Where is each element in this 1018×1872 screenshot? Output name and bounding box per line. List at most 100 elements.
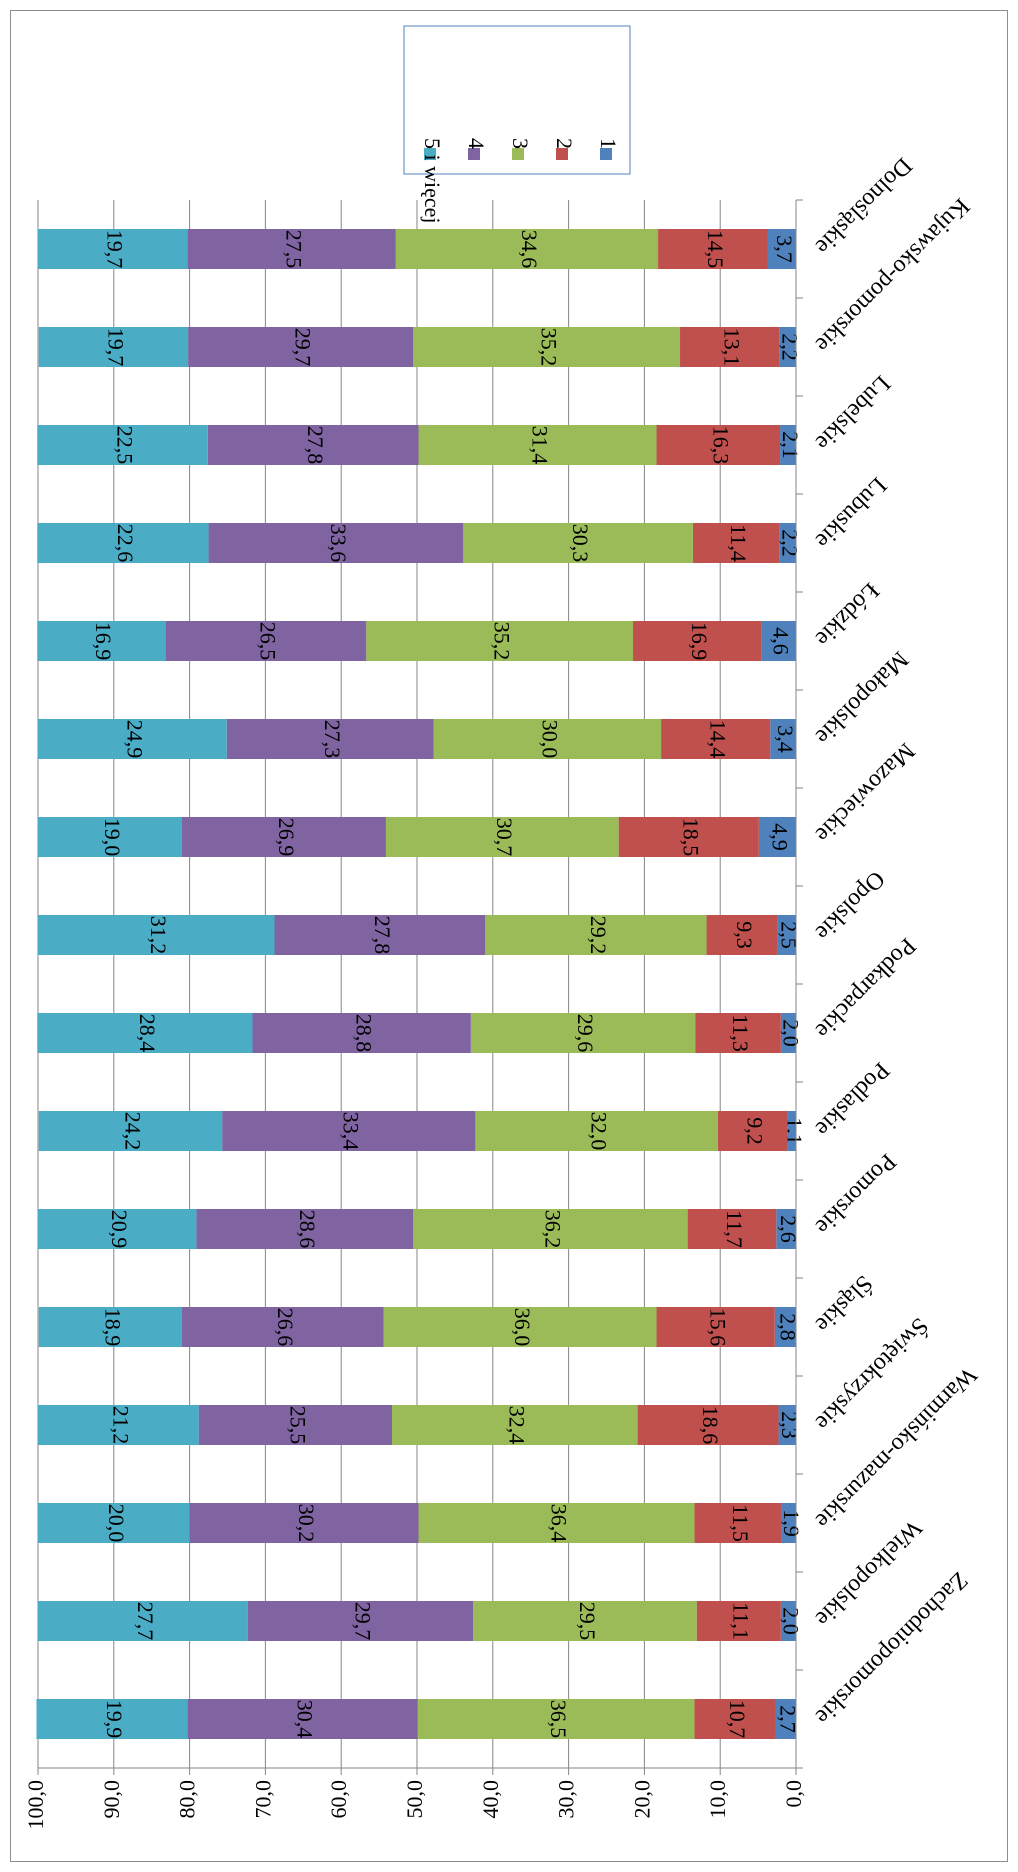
data-label: 28,8: [352, 1014, 377, 1053]
data-label: 27,3: [320, 720, 345, 759]
legend-label: 5 i więcej: [420, 138, 445, 224]
data-label: 10,7: [725, 1700, 750, 1739]
data-label: 29,5: [575, 1602, 600, 1641]
data-label: 31,4: [527, 426, 552, 465]
legend-label: 2: [552, 138, 577, 149]
data-label: 13,1: [720, 328, 745, 367]
data-label: 2,2: [778, 333, 803, 361]
data-label: 1,9: [779, 1509, 804, 1537]
category-label: Podkarpackie: [810, 932, 921, 1043]
data-label: 2,5: [776, 921, 801, 949]
data-label: 20,9: [107, 1210, 132, 1249]
data-label: 16,9: [91, 622, 116, 661]
category-label: Podlaskie: [810, 1057, 894, 1141]
data-label: 28,4: [135, 1014, 160, 1053]
data-label: 11,4: [726, 524, 751, 562]
category-label: Dolnośląskie: [810, 152, 917, 259]
value-tick-label: 70,0: [250, 1780, 275, 1819]
data-label: 11,3: [728, 1014, 753, 1052]
value-tick-label: 0,0: [781, 1780, 806, 1808]
category-label: Śląskie: [810, 1270, 878, 1338]
category-label: Pomorskie: [810, 1148, 901, 1239]
data-label: 19,7: [103, 230, 128, 269]
category-label: Małopolskie: [810, 646, 913, 749]
value-tick-label: 50,0: [402, 1780, 427, 1819]
value-tick-label: 10,0: [705, 1780, 730, 1819]
data-label: 30,7: [492, 818, 517, 857]
data-label: 9,3: [732, 921, 757, 949]
data-label: 34,6: [517, 230, 542, 269]
data-label: 18,5: [679, 818, 704, 857]
data-label: 2,0: [778, 1019, 803, 1047]
data-label: 2,2: [778, 529, 803, 557]
category-label: Warmińsko-mazurskie: [810, 1362, 982, 1534]
data-label: 9,2: [743, 1117, 768, 1145]
category-label: Łódzkie: [810, 577, 884, 651]
data-label: 36,5: [546, 1700, 571, 1739]
data-label: 2,7: [776, 1705, 801, 1733]
data-label: 15,6: [706, 1308, 731, 1347]
data-label: 32,0: [587, 1112, 612, 1151]
data-label: 3,4: [773, 725, 798, 753]
value-tick-label: 30,0: [554, 1780, 579, 1819]
data-label: 2,0: [778, 1607, 803, 1635]
category-label: Mazowieckie: [810, 737, 920, 847]
value-tick-label: 80,0: [175, 1780, 200, 1819]
data-label: 2,3: [777, 1411, 802, 1439]
data-label: 4,9: [767, 823, 792, 851]
data-label: 26,9: [274, 818, 299, 857]
data-label: 20,0: [104, 1504, 129, 1543]
data-label: 16,3: [708, 426, 733, 465]
data-label: 11,5: [728, 1504, 753, 1542]
data-label: 27,7: [133, 1602, 158, 1641]
data-label: 2,1: [778, 431, 803, 459]
data-label: 29,7: [291, 328, 316, 367]
data-label: 24,2: [120, 1112, 145, 1151]
data-label: 19,9: [102, 1700, 127, 1739]
legend-swatch: [600, 148, 612, 160]
data-label: 4,6: [769, 627, 794, 655]
legend-label: 1: [596, 138, 621, 149]
data-label: 21,2: [108, 1406, 133, 1445]
legend-label: 3: [508, 138, 533, 149]
category-label: Lubelskie: [810, 370, 895, 455]
data-label: 16,9: [687, 622, 712, 661]
data-label: 11,1: [729, 1602, 754, 1640]
data-label: 2,8: [775, 1313, 800, 1341]
data-label: 30,2: [294, 1504, 319, 1543]
value-tick-label: 100,0: [23, 1780, 48, 1830]
data-label: 29,6: [573, 1014, 598, 1053]
data-label: 35,2: [537, 328, 562, 367]
value-tick-label: 20,0: [629, 1780, 654, 1819]
data-label: 35,2: [490, 622, 515, 661]
data-label: 22,6: [113, 524, 138, 563]
data-label: 14,4: [706, 720, 731, 759]
data-label: 25,5: [285, 1406, 310, 1445]
legend-swatch: [556, 148, 568, 160]
data-label: 26,5: [256, 622, 281, 661]
data-label: 32,4: [505, 1406, 530, 1445]
data-label: 33,4: [339, 1112, 364, 1151]
data-label: 18,6: [698, 1406, 723, 1445]
data-label: 27,8: [303, 426, 328, 465]
data-label: 3,7: [772, 235, 797, 263]
data-label: 29,2: [586, 916, 611, 955]
data-label: 36,4: [546, 1504, 571, 1543]
data-label: 27,5: [282, 230, 307, 269]
category-label: Opolskie: [810, 866, 890, 946]
data-label: 29,7: [350, 1602, 375, 1641]
data-label: 36,2: [540, 1210, 565, 1249]
data-label: 30,4: [292, 1700, 317, 1739]
data-label: 19,7: [103, 328, 128, 367]
data-label: 33,6: [326, 524, 351, 563]
data-label: 22,5: [112, 426, 137, 465]
value-tick-label: 60,0: [326, 1780, 351, 1819]
data-label: 31,2: [146, 916, 171, 955]
data-label: 27,8: [370, 916, 395, 955]
data-label: 36,0: [510, 1308, 535, 1347]
value-tick-label: 90,0: [99, 1780, 124, 1819]
data-label: 28,6: [295, 1210, 320, 1249]
data-label: 11,7: [722, 1210, 747, 1248]
value-tick-label: 40,0: [478, 1780, 503, 1819]
